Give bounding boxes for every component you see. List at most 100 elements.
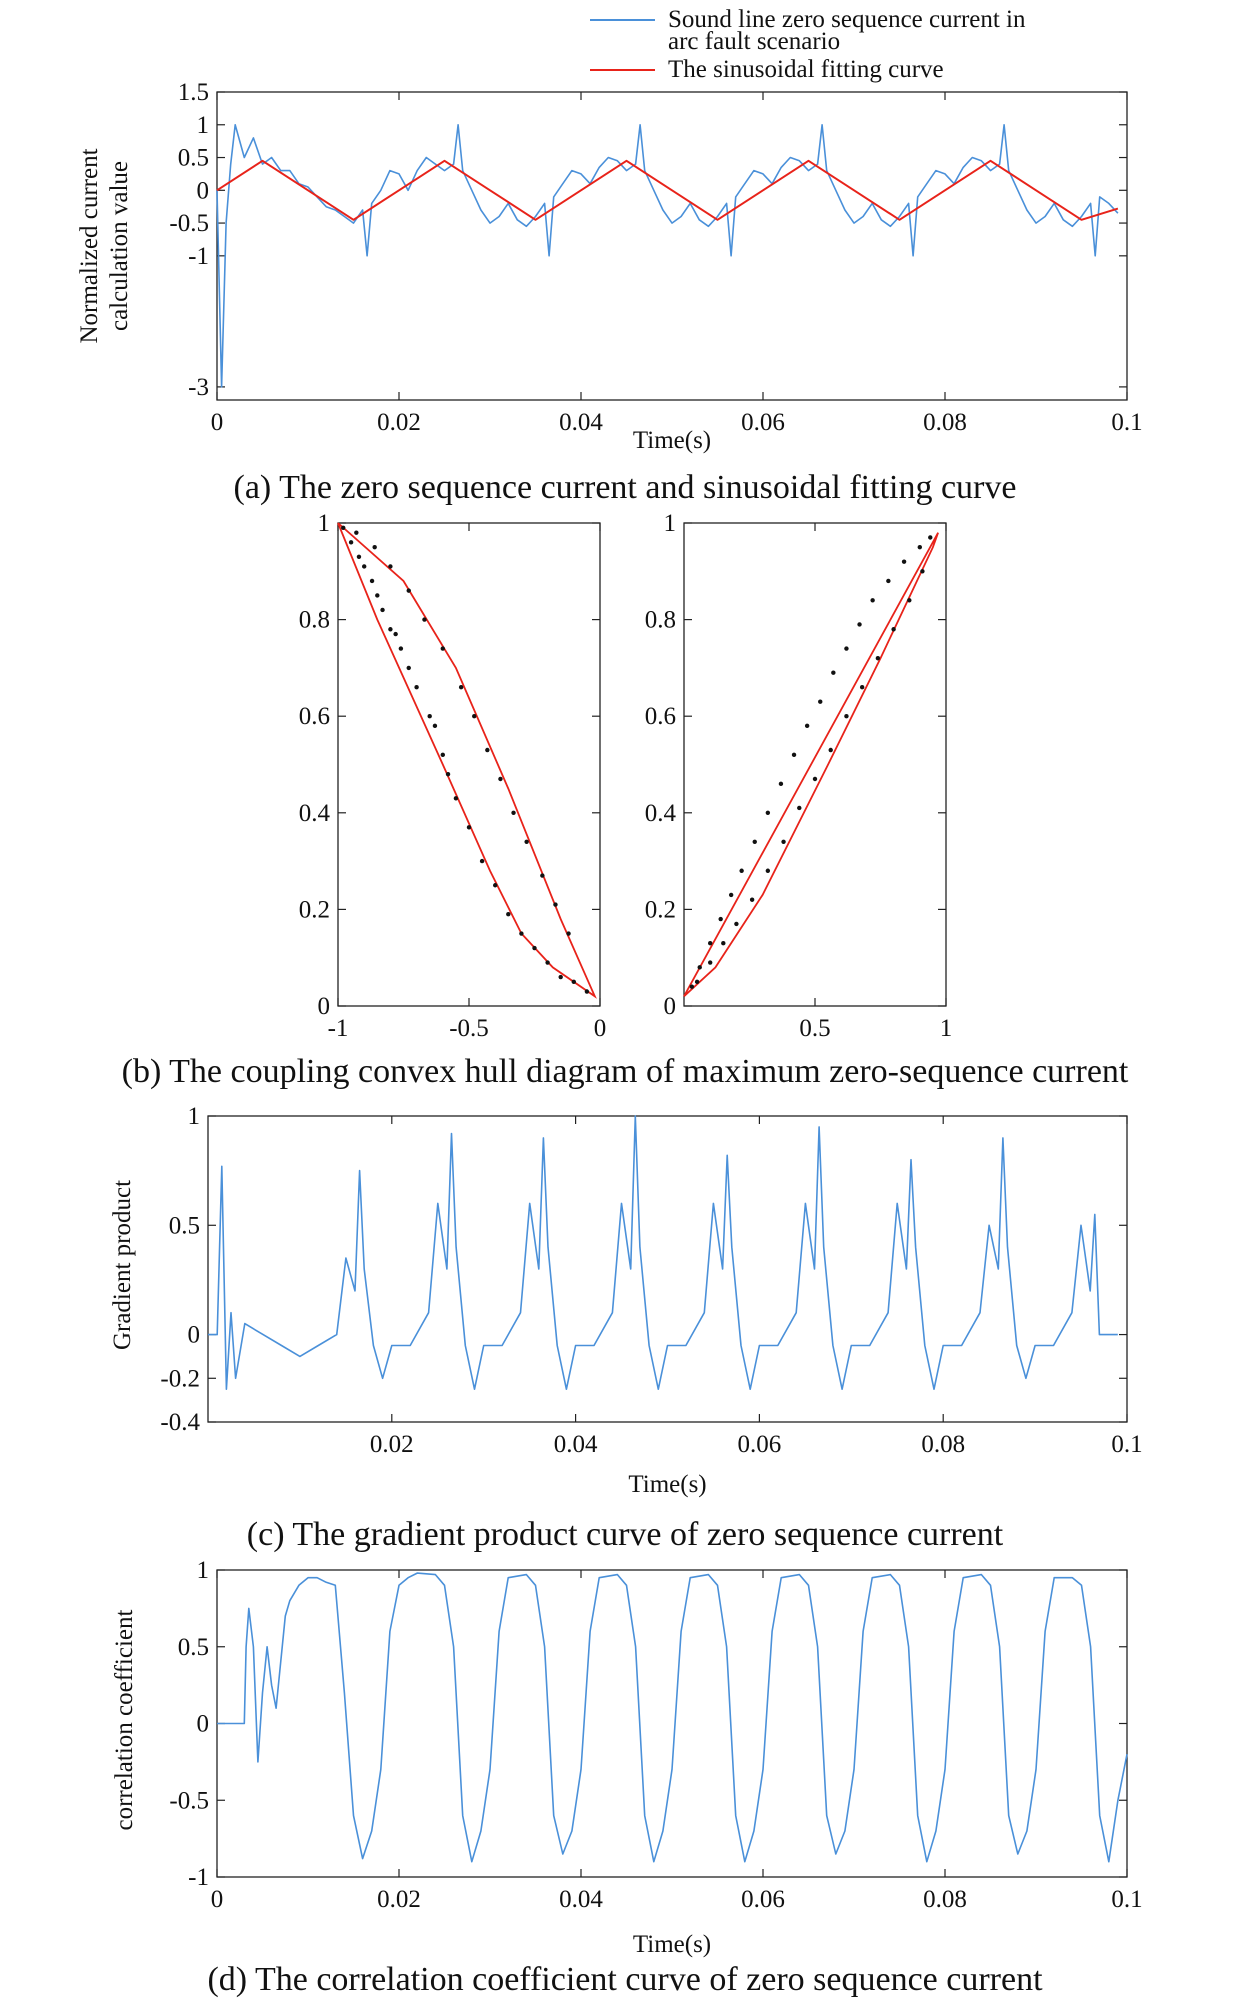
x-tick-label: 0.04 [559,409,603,436]
data-point [427,714,432,719]
y-tick-label: 0 [188,1322,201,1349]
data-point [844,646,849,651]
data-point [694,979,700,985]
y-tick-label: 0.5 [178,1634,209,1661]
convex-hull-b-right [683,532,939,997]
x-tick-label: 0.06 [738,1431,782,1458]
x-tick-label: 1 [940,1015,953,1042]
data-point [797,805,802,811]
data-point [362,564,367,569]
x-tick-label: 0.02 [377,1886,421,1913]
panel-a: 0 0.02 0.04 0.06 0.08 0.1 1.5 1 0.5 0 -0.5 -1 -3 Time… [76,6,1143,454]
data-point [422,617,427,622]
data-point [558,974,563,980]
y-tick-label: 1 [197,112,210,139]
y-tick-label: 0.4 [299,800,331,827]
data-point [348,540,354,545]
data-point [498,776,503,782]
data-point [752,839,757,844]
caption-c: (c) The gradient product curve of zero s… [247,1516,1004,1553]
data-point [440,752,445,758]
data-point [828,747,833,753]
x-tick-label: 0.06 [741,409,785,436]
x-tick-label: -1 [328,1015,349,1042]
data-point [708,941,713,946]
y-tick-label: -3 [188,374,209,401]
data-point [791,752,797,758]
y-tick-label: 1 [188,1103,201,1130]
legend-label: arc fault scenario [668,28,840,55]
data-point [540,873,545,878]
data-point [739,868,744,873]
data-point [458,685,464,690]
data-point [354,530,359,535]
data-point [519,931,524,936]
data-point [891,627,896,632]
data-point [545,960,550,965]
x-tick-label: 0.08 [923,409,967,436]
y-tick-label: 1 [664,510,677,537]
data-point [571,979,576,985]
legend-label: Sound line zero sequence current in [668,6,1026,33]
data-point [341,525,346,531]
data-point [708,960,713,965]
data-point [375,593,380,598]
data-point [380,607,385,613]
data-point [870,598,875,603]
x-tick-label: 0.08 [921,1431,965,1458]
x-tick-label: 0 [594,1015,607,1042]
legend-label: The sinusoidal fitting curve [668,56,944,83]
y-axis-label: calculation value [106,161,133,331]
data-point [511,810,516,815]
y-tick-label: 0 [318,993,331,1020]
y-tick-label: 0.5 [169,1212,200,1239]
x-tick-label: -0.5 [449,1015,489,1042]
x-tick-label: 0.04 [554,1431,598,1458]
plots-layer: 0 0.02 0.04 0.06 0.08 0.1 1.5 1 0.5 0 -0.5 -1 -3 Time… [76,6,1143,1958]
data-point [406,588,411,593]
data-point [493,883,498,888]
data-point [472,714,477,719]
y-axis-label: correlation coefficient [111,1609,138,1830]
data-point [388,627,393,632]
signal-curve-a [216,124,1119,388]
x-tick-label: 0.5 [799,1015,830,1042]
x-tick-label: 0 [211,1886,224,1913]
data-point [781,839,786,844]
y-axis-label: Normalized current [76,148,103,343]
x-tick-label: 0.02 [370,1431,414,1458]
data-point [875,656,881,661]
data-point [466,825,472,830]
data-point [524,839,529,844]
data-point [831,670,836,675]
y-tick-label: -0.4 [160,1409,200,1436]
data-point [566,931,571,936]
panel-d: 0 0.02 0.04 0.06 0.08 0.1 1 0.5 0 -0.5 -1 Time(s) co… [111,1557,1143,1958]
data-point [920,569,925,574]
y-tick-label: -0.2 [160,1365,200,1392]
x-tick-label: 0.02 [377,409,421,436]
y-tick-label: 1 [318,510,331,537]
data-point [445,771,451,777]
data-point [778,781,784,787]
data-point [844,714,849,719]
signal-curve-c [208,1115,1118,1390]
data-point [907,598,912,603]
data-point [398,646,404,651]
data-point [406,665,411,671]
data-point [857,622,862,627]
data-point [718,916,723,922]
data-point [532,945,537,951]
caption-d: (d) The correlation coefficient curve of… [207,1961,1043,1998]
data-point [917,544,922,550]
data-point [859,685,865,690]
data-point [697,965,702,970]
x-axis-label: Time(s) [633,1931,711,1958]
data-point [734,921,739,927]
panel-c: 0.02 0.04 0.06 0.08 0.1 1 0.5 0 -0.2 -0.4 Time(s) G… [109,1103,1143,1498]
y-tick-label: 0 [664,993,677,1020]
data-point [356,554,362,560]
y-tick-label: 1 [197,1557,210,1584]
